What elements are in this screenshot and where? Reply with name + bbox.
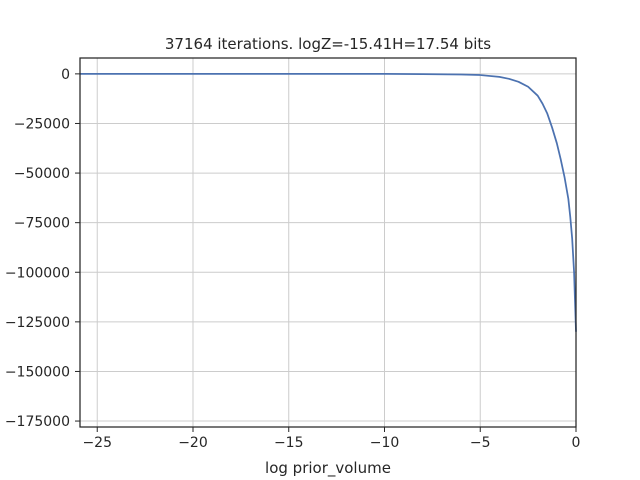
y-tick-label: −100000 [5, 265, 70, 281]
x-axis-ticks: −25 −20 −15 −10 −5 0 [82, 427, 580, 451]
chart-title: 37164 iterations. logZ=-15.41H=17.54 bit… [165, 35, 491, 53]
x-tick-label: −25 [82, 435, 112, 451]
series-line [80, 72, 577, 332]
x-tick-label: 0 [572, 435, 581, 451]
y-tick-label: −150000 [5, 364, 70, 380]
grid-lines [80, 58, 577, 427]
y-tick-label: 0 [61, 67, 70, 83]
x-tick-label: −15 [274, 435, 304, 451]
x-tick-label: −10 [370, 435, 400, 451]
series-layer [80, 72, 577, 332]
y-tick-label: −175000 [5, 414, 70, 430]
y-axis-ticks: 0 −25000 −50000 −75000 −100000 −125000 −150000… [5, 67, 80, 430]
y-tick-label: −125000 [5, 315, 70, 331]
y-tick-label: −25000 [14, 116, 70, 132]
y-tick-label: −75000 [14, 216, 70, 232]
x-tick-label: −20 [178, 435, 208, 451]
x-axis-title: log prior_volume [265, 459, 391, 478]
y-tick-label: −50000 [14, 166, 70, 182]
x-tick-label: −5 [470, 435, 491, 451]
plot-area-frame [79, 57, 577, 428]
